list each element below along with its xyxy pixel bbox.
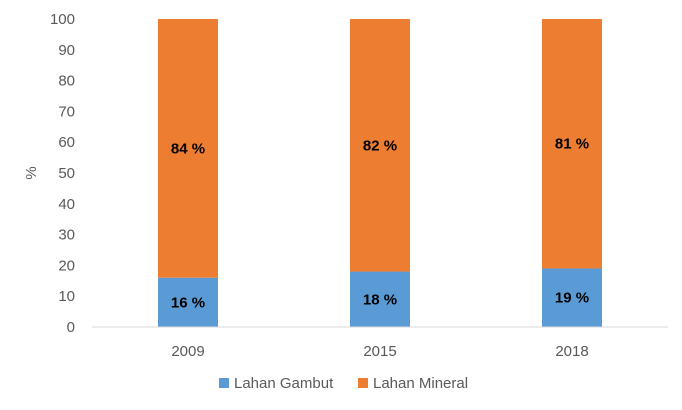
data-label: 81 % xyxy=(555,136,589,153)
y-axis: 0 10 20 30 40 50 60 70 80 90 100% xyxy=(23,11,75,336)
bar-segment xyxy=(158,19,218,278)
y-tick-label: 60 xyxy=(58,134,75,151)
y-tick-label: 40 xyxy=(58,196,75,213)
legend-label: Lahan Gambut xyxy=(234,375,334,392)
data-labels: 16 % 84 % 18 % 82 % 19 % 81 % xyxy=(171,136,589,312)
data-label: 82 % xyxy=(363,137,397,154)
bars xyxy=(158,19,602,327)
data-label: 19 % xyxy=(555,290,589,307)
y-tick-label: 20 xyxy=(58,257,75,274)
data-label: 16 % xyxy=(171,294,205,311)
bar-segment xyxy=(542,268,602,327)
bar-segment xyxy=(542,19,602,269)
x-tick-label: 2015 xyxy=(363,343,396,360)
legend-swatch xyxy=(219,378,229,388)
y-tick-label: 0 xyxy=(67,319,75,336)
y-tick-label: 30 xyxy=(58,227,75,244)
y-tick-label: 10 xyxy=(58,288,75,305)
x-tick-label: 2009 xyxy=(171,343,204,360)
x-tick-label: 2018 xyxy=(555,343,588,360)
legend-swatch xyxy=(358,378,368,388)
data-label: 84 % xyxy=(171,140,205,157)
legend-label: Lahan Mineral xyxy=(373,375,468,392)
bar-segment xyxy=(350,19,410,272)
y-axis-title: % xyxy=(23,166,40,179)
x-axis: 2009 2015 2018 xyxy=(92,326,668,360)
bar-segment xyxy=(158,277,218,327)
data-label: 18 % xyxy=(363,291,397,308)
y-tick-label: 80 xyxy=(58,73,75,90)
y-tick-label: 70 xyxy=(58,103,75,120)
bar-segment xyxy=(350,271,410,327)
y-tick-label: 50 xyxy=(58,165,75,182)
legend: Lahan Gambut Lahan Mineral xyxy=(219,375,468,392)
y-tick-label: 100 xyxy=(50,11,75,28)
y-tick-label: 90 xyxy=(58,42,75,59)
